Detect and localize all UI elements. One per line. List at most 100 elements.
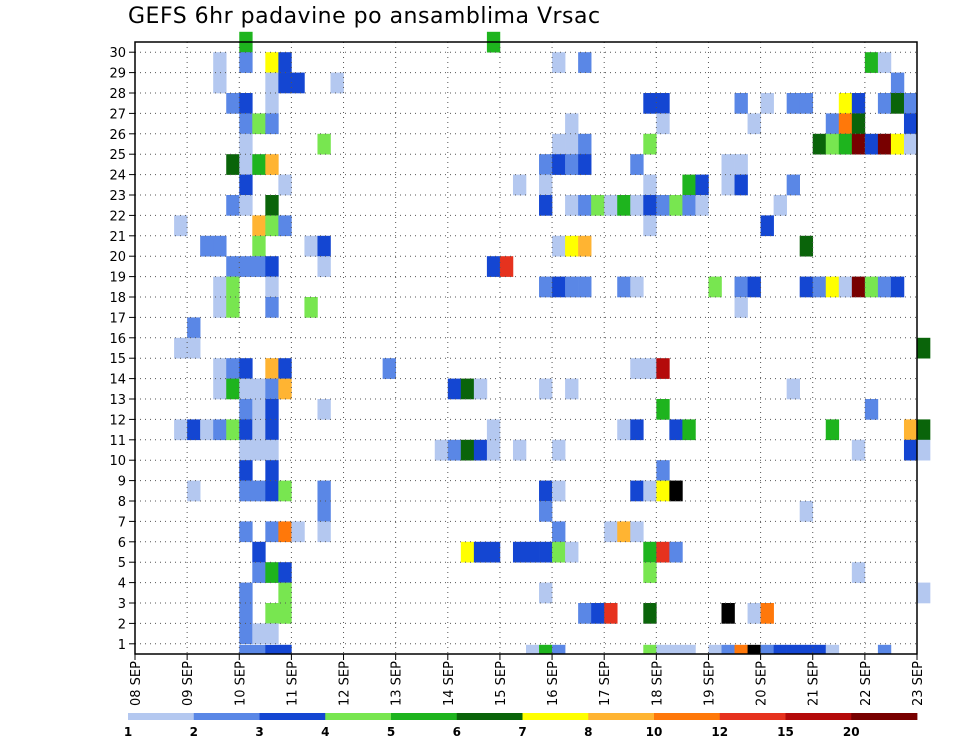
colorbar-swatch <box>588 713 655 720</box>
heatmap-cell <box>317 235 331 257</box>
heatmap-cell <box>552 521 566 543</box>
y-tick-label: 6 <box>118 536 126 551</box>
heatmap-cell <box>239 378 253 400</box>
heatmap-cell <box>669 195 683 216</box>
heatmap-cell <box>252 419 266 441</box>
x-tick-label: 20 SEP <box>755 661 770 706</box>
heatmap-cell <box>760 644 774 655</box>
heatmap-cell <box>486 541 501 563</box>
heatmap-cell <box>239 93 253 114</box>
y-tick-label: 28 <box>109 87 126 102</box>
heatmap-cell <box>890 93 905 114</box>
heatmap-cell <box>656 93 670 114</box>
heatmap-cell <box>917 337 931 359</box>
heatmap-cell <box>239 644 253 655</box>
heatmap-cell <box>252 235 266 257</box>
heatmap-cell <box>265 521 279 543</box>
heatmap-cell <box>252 439 266 461</box>
colorbar-label: 3 <box>255 725 263 739</box>
heatmap-cell <box>174 337 188 359</box>
heatmap-cell <box>656 541 670 563</box>
heatmap-cell <box>565 195 579 216</box>
heatmap-cell <box>239 460 253 481</box>
x-tick-label: 15 SEP <box>494 661 509 706</box>
heatmap-cell <box>265 460 279 481</box>
heatmap-cell <box>304 235 318 257</box>
y-tick-label: 5 <box>118 556 126 571</box>
heatmap-cell <box>578 195 592 216</box>
heatmap-cell <box>864 276 879 298</box>
y-tick-label: 23 <box>109 189 126 204</box>
heatmap-cell <box>669 419 683 441</box>
heatmap-cell <box>721 603 735 624</box>
heatmap-cell <box>552 235 566 257</box>
y-tick-label: 11 <box>109 434 126 449</box>
heatmap-cell <box>903 93 918 114</box>
heatmap-cell <box>747 276 761 298</box>
heatmap-cell <box>734 276 748 298</box>
heatmap-cell <box>265 644 279 655</box>
heatmap-cell <box>252 154 266 175</box>
heatmap-cell <box>239 174 253 196</box>
heatmap-cell <box>200 419 214 441</box>
heatmap-cell <box>187 480 201 502</box>
heatmap-cell <box>786 174 800 196</box>
heatmap-cell <box>447 378 462 400</box>
heatmap-cell <box>226 419 240 441</box>
heatmap-cell <box>187 317 201 339</box>
heatmap-cell <box>252 256 266 277</box>
heatmap-cell <box>786 378 800 400</box>
heatmap-cell <box>695 195 709 216</box>
heatmap-cell <box>265 562 279 583</box>
heatmap-cell <box>278 215 292 237</box>
heatmap-cell <box>630 521 644 543</box>
heatmap-cell <box>239 133 253 155</box>
grid-layer <box>135 42 917 654</box>
heatmap-cell <box>226 195 240 216</box>
y-tick-label: 19 <box>109 271 126 286</box>
heatmap-cell <box>239 113 253 135</box>
x-tick-label: 23 SEP <box>911 661 926 706</box>
heatmap-cell <box>890 133 905 155</box>
heatmap-cell <box>669 480 683 502</box>
heatmap-cell <box>708 276 722 298</box>
heatmap-cell <box>213 378 227 400</box>
heatmap-cell <box>539 480 553 502</box>
heatmap-cell <box>174 419 188 441</box>
heatmap-cell <box>734 644 748 655</box>
heatmap-cell <box>552 52 566 73</box>
heatmap-cell <box>799 501 814 522</box>
heatmap-cell <box>213 235 227 257</box>
heatmap-cell <box>552 480 566 502</box>
y-tick-label: 21 <box>109 230 126 245</box>
heatmap-cell <box>864 399 879 420</box>
heatmap-cell <box>265 93 279 114</box>
colorbar-swatch <box>522 713 589 720</box>
heatmap-cell <box>617 195 631 216</box>
heatmap-cell <box>278 480 292 502</box>
heatmap-cell <box>773 644 787 655</box>
colorbar-swatch <box>851 713 918 720</box>
x-tick-label: 18 SEP <box>650 661 665 706</box>
heatmap-cell <box>213 297 227 318</box>
heatmap-cell <box>213 52 227 73</box>
heatmap-cell <box>903 113 918 135</box>
heatmap-cell <box>643 174 657 196</box>
heatmap-cell <box>643 480 657 502</box>
heatmap-cell <box>565 133 579 155</box>
heatmap-cell <box>695 174 709 196</box>
x-tick-label: 09 SEP <box>181 661 196 706</box>
heatmap-cell <box>578 52 592 73</box>
heatmap-cell <box>552 133 566 155</box>
heatmap-cell <box>265 399 279 420</box>
heatmap-cell <box>838 93 853 114</box>
heatmap-cell <box>239 582 253 604</box>
y-tick-label: 30 <box>109 46 126 61</box>
heatmap-cell <box>226 93 240 114</box>
cells-layer <box>174 31 931 655</box>
heatmap-cell <box>643 562 657 583</box>
heatmap-cell <box>317 480 331 502</box>
heatmap-cell <box>239 439 253 461</box>
heatmap-cell <box>604 603 618 624</box>
heatmap-cell <box>226 276 240 298</box>
